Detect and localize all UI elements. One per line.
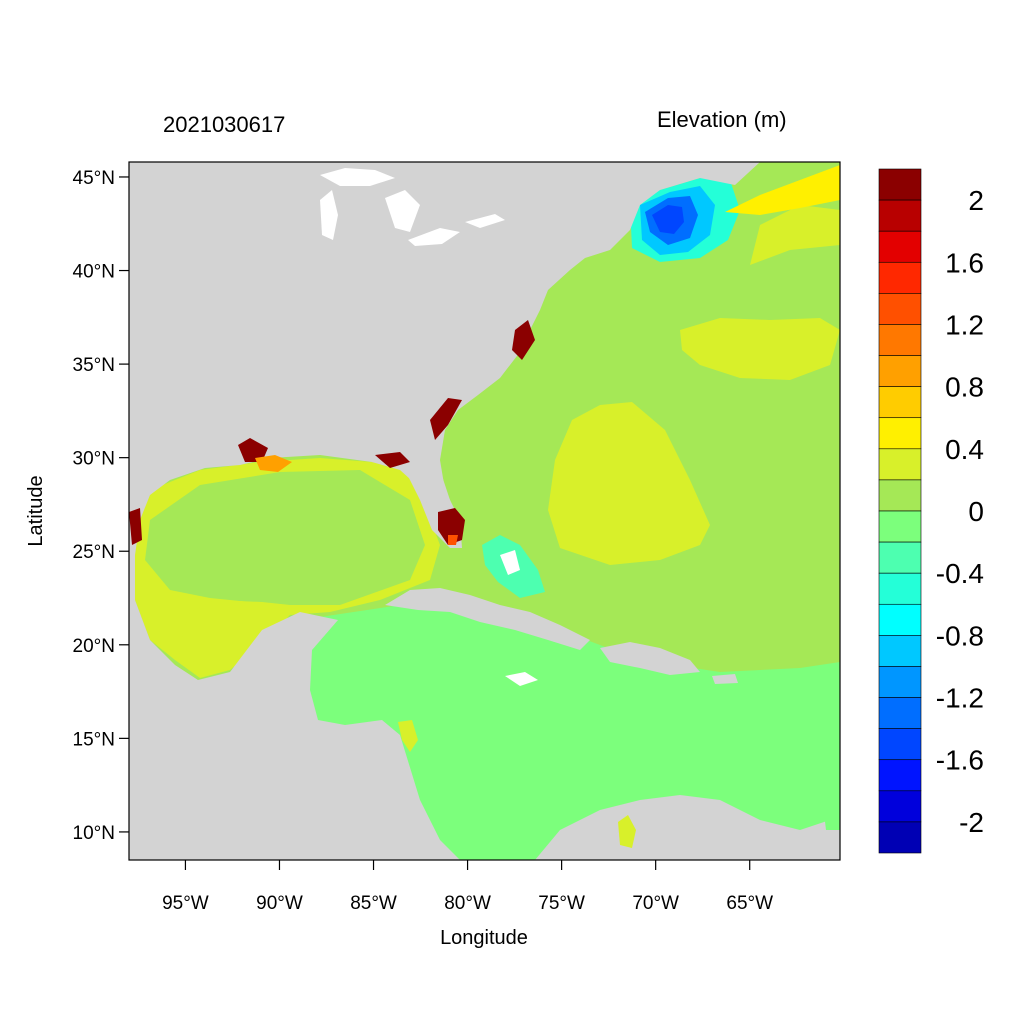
colorbar-label: -1.6: [936, 745, 984, 776]
y-tick-label: 10°N: [73, 823, 115, 844]
plot-frame: [128, 161, 841, 861]
ne-atlantic-patch: [680, 318, 840, 380]
colorbar-swatch: [878, 355, 922, 387]
colorbar-label: 1.6: [945, 247, 984, 278]
lake-superior: [320, 168, 395, 186]
x-tick-label: 70°W: [632, 893, 679, 914]
louisiana-surge: [238, 438, 268, 462]
ne-corner-patch: [750, 205, 840, 265]
nova-scotia-shelf-patch: [725, 165, 840, 215]
south-florida-edge: [448, 535, 458, 545]
colorbar-label: 0.8: [945, 372, 984, 403]
colorbar-label: -1.2: [936, 683, 984, 714]
colorbar-swatch: [878, 790, 922, 823]
colorbar-swatch: [878, 261, 922, 294]
lake-ontario: [465, 214, 505, 228]
x-tick-label: 85°W: [350, 893, 397, 914]
caribbean-sea-field: [300, 605, 840, 860]
colorbar-swatch: [878, 324, 922, 356]
x-tick-label: 65°W: [726, 893, 773, 914]
puerto-rico-land: [712, 674, 738, 684]
colorbar-label: 0.4: [945, 434, 984, 465]
colorbar-swatch: [878, 572, 922, 605]
y-tick-label: 40°N: [73, 262, 115, 283]
y-tick-label: 45°N: [73, 168, 115, 189]
big-bend-surge: [375, 452, 410, 468]
nicaragua-patch: [398, 720, 418, 752]
colorbar-swatch: [878, 728, 922, 761]
colorbar-swatch: [878, 666, 922, 698]
colorbar-swatch: [878, 417, 922, 450]
south-florida-surge: [438, 508, 465, 545]
x-tick-label: 95°W: [162, 893, 209, 914]
colorbar-swatch: [878, 635, 922, 667]
colorbar-swatch: [878, 293, 922, 325]
colorbar-swatch: [878, 510, 922, 543]
y-axis-title: Latitude: [25, 475, 47, 546]
atlantic-gyre-patch: [548, 402, 710, 565]
plot-title-variable: Elevation (m): [657, 107, 787, 132]
gulf-of-maine-deepest: [652, 205, 684, 234]
y-tick-label: 30°N: [73, 449, 115, 470]
colorbar-label: 0: [968, 496, 984, 527]
colorbar-swatch: [878, 230, 922, 263]
y-tick-label: 35°N: [73, 355, 115, 376]
lake-huron: [385, 190, 420, 232]
carolina-surge: [430, 398, 462, 440]
colorbar-swatch: [878, 821, 922, 854]
plot-title-timestamp: 2021030617: [163, 112, 286, 137]
lake-maracaibo-patch: [618, 815, 636, 848]
colorbar-swatch: [878, 386, 922, 419]
x-tick-label: 80°W: [444, 893, 491, 914]
colorbar-swatch: [878, 697, 922, 729]
colorbar-swatch: [878, 199, 922, 232]
colorbar-swatch: [878, 479, 922, 512]
map-panel: [129, 162, 840, 860]
y-tick-label: 25°N: [73, 542, 115, 563]
colorbar-label: -2: [959, 807, 984, 838]
south-america-land: [535, 795, 840, 860]
y-tick-label: 15°N: [73, 729, 115, 750]
caribbean-east-edge: [818, 672, 840, 830]
hispaniola-land: [600, 642, 700, 675]
colorbar-swatch: [878, 603, 922, 636]
bahamas-land: [500, 550, 520, 575]
midatlantic-surge: [512, 320, 535, 360]
x-axis-title: Longitude: [440, 927, 528, 949]
louisiana-orange: [255, 455, 292, 472]
colorbar-label: 2: [968, 185, 984, 216]
cuba-land: [385, 588, 590, 650]
lake-michigan: [320, 190, 338, 240]
x-axis: 95°W 90°W 85°W 80°W 75°W 70°W 65°W: [162, 860, 773, 914]
colorbar-swatch: [878, 541, 922, 574]
x-tick-label: 90°W: [256, 893, 303, 914]
colorbar-label: -0.8: [936, 620, 984, 651]
colorbar-label: 1.2: [945, 309, 984, 340]
colorbar-swatch: [878, 168, 922, 201]
colorbar-swatch: [878, 448, 922, 481]
texas-surge: [129, 508, 142, 545]
colorbar-swatch: [878, 759, 922, 792]
colorbar: 2 1.6 1.2 0.8 0.4 0 -0.4 -0.8 -1.2 -1.6 -2: [878, 168, 984, 854]
jamaica-land: [505, 672, 538, 686]
x-tick-label: 75°W: [538, 893, 585, 914]
lake-erie: [408, 228, 460, 246]
bay-of-campeche-patch: [182, 600, 290, 672]
y-axis: 45°N 40°N 35°N 30°N 25°N 20°N 15°N 10°N: [73, 168, 129, 844]
colorbar-label: -0.4: [936, 558, 984, 589]
y-tick-label: 20°N: [73, 636, 115, 657]
gulf-interior-patch: [145, 470, 425, 605]
